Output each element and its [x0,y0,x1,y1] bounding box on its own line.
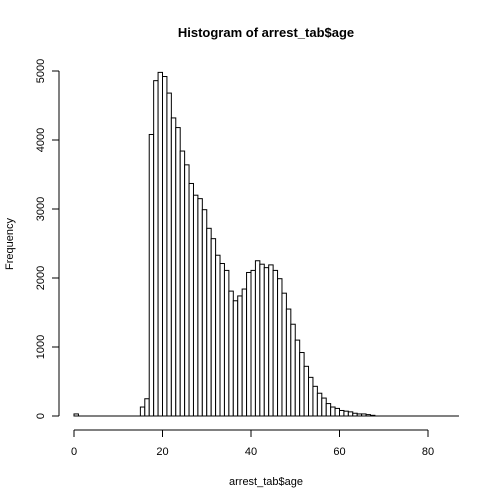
histogram-bar [175,127,181,417]
x-axis-label: arrest_tab$age [229,476,303,488]
histogram-bar [232,300,239,417]
histogram-bar [316,392,323,417]
histogram-bar [215,254,221,417]
histogram-bar [281,292,287,417]
histogram-bar [188,182,194,417]
histogram-bar [312,385,318,417]
histogram-bar [294,339,301,417]
histogram-bar [197,198,203,417]
histogram-bar [162,76,168,417]
histogram-bar [321,397,327,417]
histogram-bar [170,117,177,417]
x-tick-label: 80 [422,446,434,458]
x-tick-label: 20 [156,446,168,458]
chart-title: Histogram of arrest_tab$age [178,25,354,40]
histogram-bar [166,92,172,417]
histogram-bar [206,227,212,417]
x-tick-label: 0 [71,446,77,458]
histogram-bar [139,406,146,417]
histogram-bar [210,238,217,417]
histogram-bar [303,365,310,417]
histogram-bars [73,71,459,417]
histogram-bar [339,409,345,417]
histogram-bar [343,410,349,417]
histogram-bar [347,411,354,417]
histogram-bar [246,271,252,417]
histogram-bar [223,269,230,417]
histogram-bar [308,376,314,417]
y-tick-label: 4000 [35,128,47,152]
histogram-bar [201,209,208,417]
histogram-bar [157,71,163,417]
histogram-bar [228,290,234,417]
histogram-bar [144,398,150,417]
histogram-bar [299,352,305,417]
histogram-bar [179,150,186,417]
histogram-bar [148,133,155,417]
histogram-bar [250,269,256,417]
histogram-bar [268,264,274,417]
histogram-bar [219,263,225,417]
x-tick-label: 60 [333,446,345,458]
histogram-bar [272,269,279,417]
y-tick-label: 1000 [35,335,47,359]
x-tick-label: 40 [245,446,257,458]
y-axis-label: Frequency [4,218,16,270]
histogram-bar [192,194,199,417]
histogram-bar [237,295,243,417]
y-tick-label: 0 [35,413,47,419]
histogram-bar [325,403,332,417]
y-tick-label: 2000 [35,266,47,290]
histogram-bar [285,308,292,417]
histogram-bar [254,260,261,417]
histogram-bar [184,164,190,417]
histogram-bar [241,288,248,417]
histogram-bar [263,267,270,417]
histogram-bar [153,80,159,417]
histogram-bar [277,278,283,417]
y-tick-label: 3000 [35,197,47,221]
y-tick-label: 5000 [35,59,47,83]
histogram-bar [330,406,336,417]
histogram-bar [334,407,341,417]
x-axis: 0 20 40 60 80 [71,429,434,458]
y-axis: 0 1000 2000 3000 4000 5000 [35,59,60,419]
histogram-bar [259,263,265,417]
histogram-bar [290,323,296,417]
